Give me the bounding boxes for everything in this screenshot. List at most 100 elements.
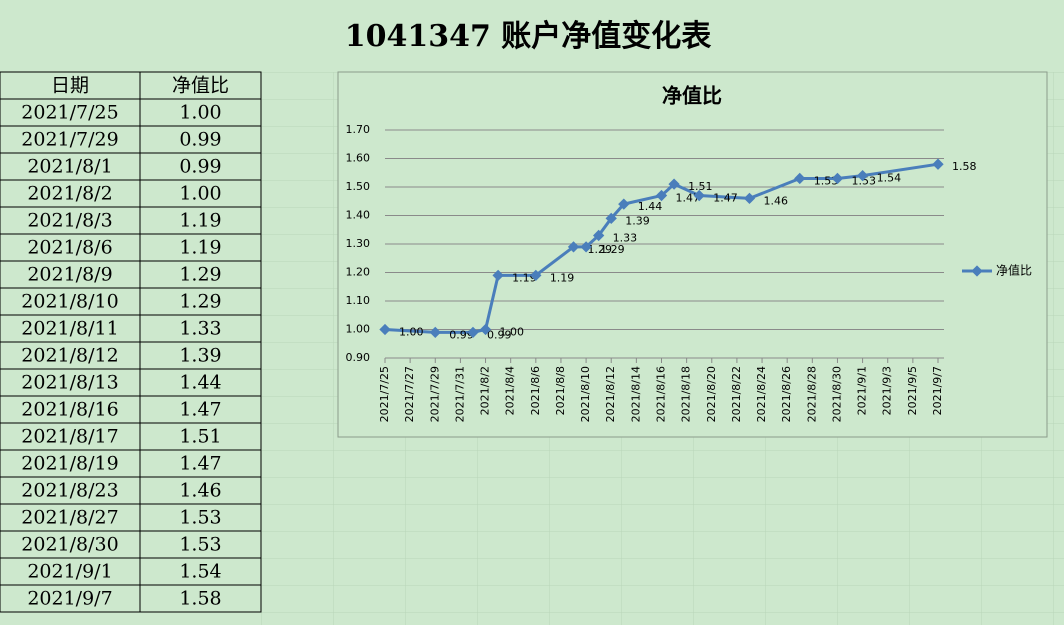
x-tick-label: 2021/8/10	[579, 366, 592, 422]
table-text: 2021/8/17	[21, 426, 118, 448]
table-text: 2021/8/19	[21, 453, 118, 475]
table-text: 0.99	[179, 156, 221, 178]
sheet-title: 1041347 账户净值变化表	[345, 19, 712, 54]
table-text: 1.39	[179, 345, 221, 367]
x-tick-label: 2021/9/1	[856, 366, 869, 415]
x-tick-label: 2021/8/22	[730, 366, 743, 422]
x-tick-label: 2021/7/31	[453, 366, 466, 422]
data-point	[467, 326, 479, 339]
x-tick-label: 2021/8/18	[680, 366, 693, 422]
data-label: 1.47	[713, 192, 738, 205]
data-point	[479, 323, 492, 336]
table-text: 1.44	[179, 372, 221, 394]
table-text: 0.99	[179, 129, 221, 151]
x-tick-label: 2021/8/12	[604, 366, 617, 422]
table-text: 1.19	[179, 210, 221, 232]
table-text: 1.29	[179, 264, 221, 286]
data-label: 1.19	[550, 271, 575, 284]
data-label: 1.19	[512, 271, 537, 284]
y-tick-label: 0.90	[346, 351, 371, 364]
data-point	[605, 212, 617, 225]
x-tick-label: 2021/8/16	[655, 366, 668, 422]
x-tick-label: 2021/8/20	[705, 366, 718, 422]
chart-frame	[337, 71, 1048, 438]
data-point	[580, 241, 592, 253]
x-tick-label: 2021/8/8	[554, 366, 567, 415]
data-point	[932, 158, 944, 170]
data-label: 0.99	[449, 328, 474, 341]
data-label: 1.51	[688, 180, 713, 193]
table-text: 1.00	[179, 183, 221, 205]
data-label: 1.33	[613, 231, 638, 244]
table-text: 2021/7/29	[21, 129, 118, 151]
data-label: 1.58	[952, 160, 977, 173]
x-tick-label: 2021/8/28	[805, 366, 818, 422]
table-text: 2021/8/9	[27, 264, 112, 286]
y-tick-label: 1.30	[346, 237, 371, 250]
data-label: 1.00	[399, 326, 424, 339]
x-tick-label: 2021/8/6	[529, 366, 542, 415]
table-text: 1.47	[179, 399, 221, 421]
table-text: 2021/8/6	[27, 237, 112, 259]
data-point	[429, 326, 441, 339]
table-text: 1.46	[179, 480, 221, 502]
x-tick-label: 2021/9/5	[906, 366, 919, 415]
data-point	[655, 189, 668, 202]
x-tick-label: 2021/8/4	[504, 366, 517, 415]
data-label: 1.54	[877, 172, 902, 185]
legend-label: 净值比	[996, 263, 1032, 278]
table-text: 2021/8/12	[21, 345, 118, 367]
table-text: 2021/8/13	[21, 372, 118, 394]
chart: 0.90 1.00 1.10 1.20 1.30 1.40 1.50 1.60 1.70 2021…	[346, 123, 1033, 422]
x-tick-label: 2021/7/29	[428, 366, 441, 422]
data-point	[567, 241, 580, 253]
table-text: 1.53	[179, 534, 221, 556]
table-text: 1.19	[179, 237, 221, 259]
table-header: 净值比	[172, 75, 229, 97]
x-tick-label: 2021/8/26	[780, 366, 793, 422]
data-label: 1.29	[588, 243, 613, 256]
data-label: 1.47	[676, 192, 701, 205]
chart-title: 净值比	[662, 84, 722, 108]
y-tick-label: 1.40	[346, 209, 371, 222]
table-text: 2021/8/10	[21, 291, 118, 313]
table: 日期 净值比 2021/7/25 1.00 2021/7/29 0.99 2021/8/1 0…	[0, 71, 262, 613]
table-text: 1.54	[179, 561, 221, 583]
data-label: 0.99	[487, 328, 512, 341]
table-text: 1.51	[179, 426, 221, 448]
y-tick-label: 1.10	[346, 294, 371, 307]
data-point	[693, 189, 705, 202]
table-cell	[139, 584, 262, 613]
table-text: 2021/7/25	[21, 102, 118, 124]
data-label: 1.46	[763, 194, 788, 207]
table-text: 1.33	[179, 318, 221, 340]
data-point	[743, 192, 756, 205]
data-point	[593, 229, 605, 242]
table-text: 1.58	[179, 588, 221, 610]
y-tick-label: 1.60	[346, 152, 371, 165]
data-label: 1.29	[600, 243, 625, 256]
table-text: 2021/9/1	[27, 561, 112, 583]
y-tick-label: 1.50	[346, 180, 371, 193]
x-tick-label: 2021/8/24	[755, 366, 768, 422]
table-text: 2021/8/2	[27, 183, 112, 205]
table-header: 日期	[51, 75, 89, 97]
data-label: 1.44	[638, 200, 663, 213]
table-text: 2021/8/23	[21, 480, 118, 502]
data-point	[379, 323, 391, 336]
table-text: 2021/9/7	[27, 588, 112, 610]
y-tick-label: 1.00	[346, 323, 371, 336]
x-tick-label: 2021/9/7	[931, 366, 944, 415]
table-text: 1.47	[179, 453, 221, 475]
y-tick-label: 1.20	[346, 266, 371, 279]
x-tick-label: 2021/8/30	[830, 366, 843, 422]
table-text: 1.29	[179, 291, 221, 313]
data-point	[794, 172, 806, 185]
data-label: 1.53	[814, 174, 839, 187]
table-text: 1.00	[179, 102, 221, 124]
data-label: 1.39	[625, 214, 650, 227]
x-tick-label: 2021/7/27	[403, 366, 416, 422]
table-text: 2021/8/3	[27, 210, 112, 232]
table-text: 2021/8/27	[21, 507, 118, 529]
